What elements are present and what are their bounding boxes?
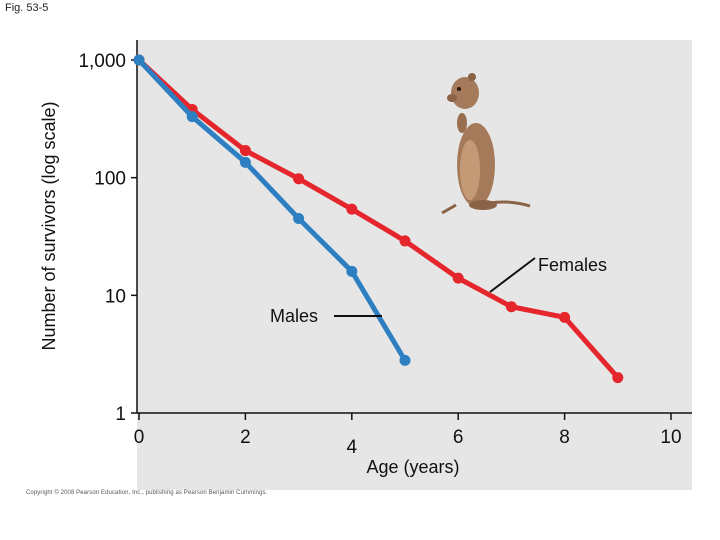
females-data-point: [293, 173, 305, 185]
copyright-notice: Copyright © 2008 Pearson Education, Inc.…: [26, 490, 268, 496]
females-data-point: [505, 301, 517, 313]
females-data-point: [452, 272, 464, 284]
x-ticks: 0 2 4 6 8 10: [134, 413, 682, 458]
males-data-point: [133, 54, 145, 66]
females-leader-line: [489, 257, 536, 293]
y-axis-title: Number of survivors (log scale): [39, 101, 59, 350]
males-data-point: [346, 265, 358, 277]
y-tick-label: 10: [105, 286, 126, 307]
x-tick-label: 8: [559, 427, 570, 448]
plot-background: [137, 40, 692, 490]
series-layer: [133, 54, 624, 384]
males-series-label: Males: [270, 306, 318, 326]
females-data-point: [346, 203, 358, 215]
y-tick-label: 1,000: [78, 51, 126, 72]
figure-label: Fig. 53-5: [5, 2, 49, 14]
females-series-label: Females: [538, 255, 607, 275]
x-axis-title: Age (years): [366, 457, 459, 477]
y-ticks: 1 10 100 1,000: [78, 51, 137, 425]
males-data-point: [293, 212, 305, 224]
x-tick-label: 2: [240, 427, 251, 448]
y-tick-label: 100: [94, 169, 126, 190]
x-tick-label: 6: [453, 427, 464, 448]
x-tick-label: 0: [134, 427, 145, 448]
y-tick-label: 1: [115, 404, 126, 425]
females-data-point: [559, 311, 571, 323]
males-data-point: [186, 111, 198, 123]
males-series-line: [136, 57, 408, 363]
males-data-point: [399, 354, 411, 366]
x-tick-label: 4: [347, 437, 358, 458]
females-data-point: [612, 372, 624, 384]
females-data-point: [239, 145, 251, 157]
males-data-point: [239, 156, 251, 168]
ground-squirrel-illustration: [441, 73, 531, 215]
females-series-line: [136, 57, 621, 381]
x-tick-label: 10: [660, 427, 681, 448]
females-data-point: [399, 235, 411, 247]
